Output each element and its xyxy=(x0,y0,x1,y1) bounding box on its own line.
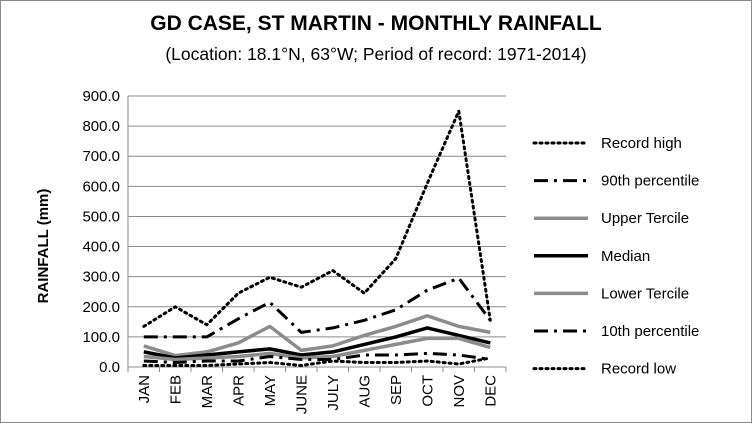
x-tick-label: NOV xyxy=(451,375,468,408)
series-line xyxy=(143,336,491,362)
x-tick-label: OCT xyxy=(419,375,436,407)
series-line xyxy=(142,109,492,328)
chart-subtitle: (Location: 18.1°N, 63°W; Period of recor… xyxy=(165,44,586,64)
y-tick-label: 900.0 xyxy=(82,88,120,105)
legend-label: Median xyxy=(601,248,650,265)
y-tick-label: 800.0 xyxy=(82,118,120,135)
legend-label: Record high xyxy=(601,135,682,152)
legend-label: Upper Tercile xyxy=(601,210,689,227)
x-tick-label: JUNE xyxy=(293,375,310,414)
x-tick-label: APR xyxy=(230,375,247,406)
legend-label: 10th percentile xyxy=(601,323,699,340)
series-line xyxy=(142,356,492,367)
x-tick-label: MAR xyxy=(199,375,216,409)
gridlines xyxy=(128,95,506,338)
series-line xyxy=(143,276,492,339)
y-tick-label: 200.0 xyxy=(82,299,120,316)
series-line xyxy=(143,314,491,358)
y-tick-label: 0.0 xyxy=(99,359,120,376)
y-tick-label: 300.0 xyxy=(82,269,120,286)
axes: 0.0 100.0 200.0 300.0 400.0 500.0 600.0 700.0 80… xyxy=(82,88,507,414)
x-tick-label: MAY xyxy=(262,375,279,406)
y-tick-label: 600.0 xyxy=(82,178,120,195)
y-tick-label: 100.0 xyxy=(82,329,120,346)
legend-label: Record low xyxy=(601,361,676,378)
x-tick-label: SEP xyxy=(388,375,405,405)
y-tick-label: 400.0 xyxy=(82,239,120,256)
x-tick-label: FEB xyxy=(167,375,184,404)
legend-label: Lower Tercile xyxy=(601,285,689,302)
y-tick-label: 700.0 xyxy=(82,148,120,165)
series-lines xyxy=(142,109,492,367)
legend-label: 90th percentile xyxy=(601,173,699,190)
y-tick-label: 500.0 xyxy=(82,208,120,225)
legend: Record high 90th percentile Upper Tercile M… xyxy=(532,135,699,378)
x-tick-label: JULY xyxy=(325,375,342,411)
chart-title: GD CASE, ST MARTIN - MONTHLY RAINFALL xyxy=(150,12,602,35)
x-tick-label: AUG xyxy=(356,375,373,408)
series-line xyxy=(143,326,491,360)
y-axis-label: RAINFALL (mm) xyxy=(35,189,52,304)
x-tick-label: JAN xyxy=(136,375,153,403)
x-tick-label: DEC xyxy=(482,375,499,407)
